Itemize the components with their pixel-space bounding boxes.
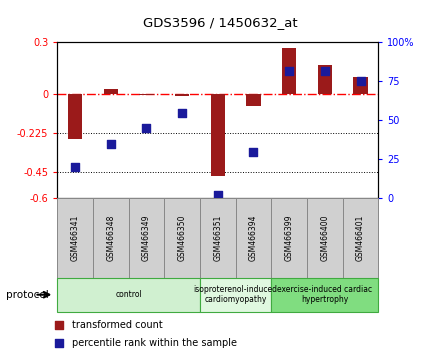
Point xyxy=(286,68,293,73)
Bar xyxy=(318,65,332,95)
Text: GSM466341: GSM466341 xyxy=(70,215,80,261)
Bar xyxy=(68,95,82,138)
Bar xyxy=(271,198,307,278)
Text: control: control xyxy=(115,290,142,299)
Text: GSM466400: GSM466400 xyxy=(320,215,330,261)
Bar xyxy=(57,198,93,278)
Text: GSM466351: GSM466351 xyxy=(213,215,222,261)
Point xyxy=(357,79,364,84)
Text: GSM466401: GSM466401 xyxy=(356,215,365,261)
Bar xyxy=(200,198,236,278)
Bar xyxy=(271,278,378,312)
Text: protocol: protocol xyxy=(6,290,49,300)
Text: GSM466349: GSM466349 xyxy=(142,215,151,261)
Bar xyxy=(175,95,189,96)
Bar xyxy=(128,198,164,278)
Point xyxy=(307,98,314,104)
Text: GDS3596 / 1450632_at: GDS3596 / 1450632_at xyxy=(143,16,297,29)
Bar xyxy=(200,278,271,312)
Text: GSM466394: GSM466394 xyxy=(249,215,258,261)
Bar xyxy=(236,198,271,278)
Text: exercise-induced cardiac
hypertrophy: exercise-induced cardiac hypertrophy xyxy=(277,285,372,304)
Point xyxy=(107,141,114,147)
Point xyxy=(307,259,314,265)
Point xyxy=(179,110,186,115)
Text: percentile rank within the sample: percentile rank within the sample xyxy=(72,338,237,348)
Bar xyxy=(307,198,343,278)
Bar xyxy=(93,198,128,278)
Text: GSM466399: GSM466399 xyxy=(285,215,293,261)
Bar xyxy=(246,95,260,105)
Point xyxy=(214,192,221,198)
Bar xyxy=(211,95,225,176)
Point xyxy=(321,68,328,73)
Text: isoproterenol-induced
cardiomyopathy: isoproterenol-induced cardiomyopathy xyxy=(194,285,278,304)
Bar xyxy=(164,198,200,278)
Bar xyxy=(353,77,368,95)
Text: transformed count: transformed count xyxy=(72,320,163,330)
Bar xyxy=(57,278,200,312)
Point xyxy=(143,125,150,131)
Bar xyxy=(282,48,296,95)
Bar xyxy=(343,198,378,278)
Text: GSM466348: GSM466348 xyxy=(106,215,115,261)
Point xyxy=(250,149,257,154)
Text: GSM466350: GSM466350 xyxy=(178,215,187,261)
Point xyxy=(72,164,79,170)
Bar xyxy=(103,89,118,95)
